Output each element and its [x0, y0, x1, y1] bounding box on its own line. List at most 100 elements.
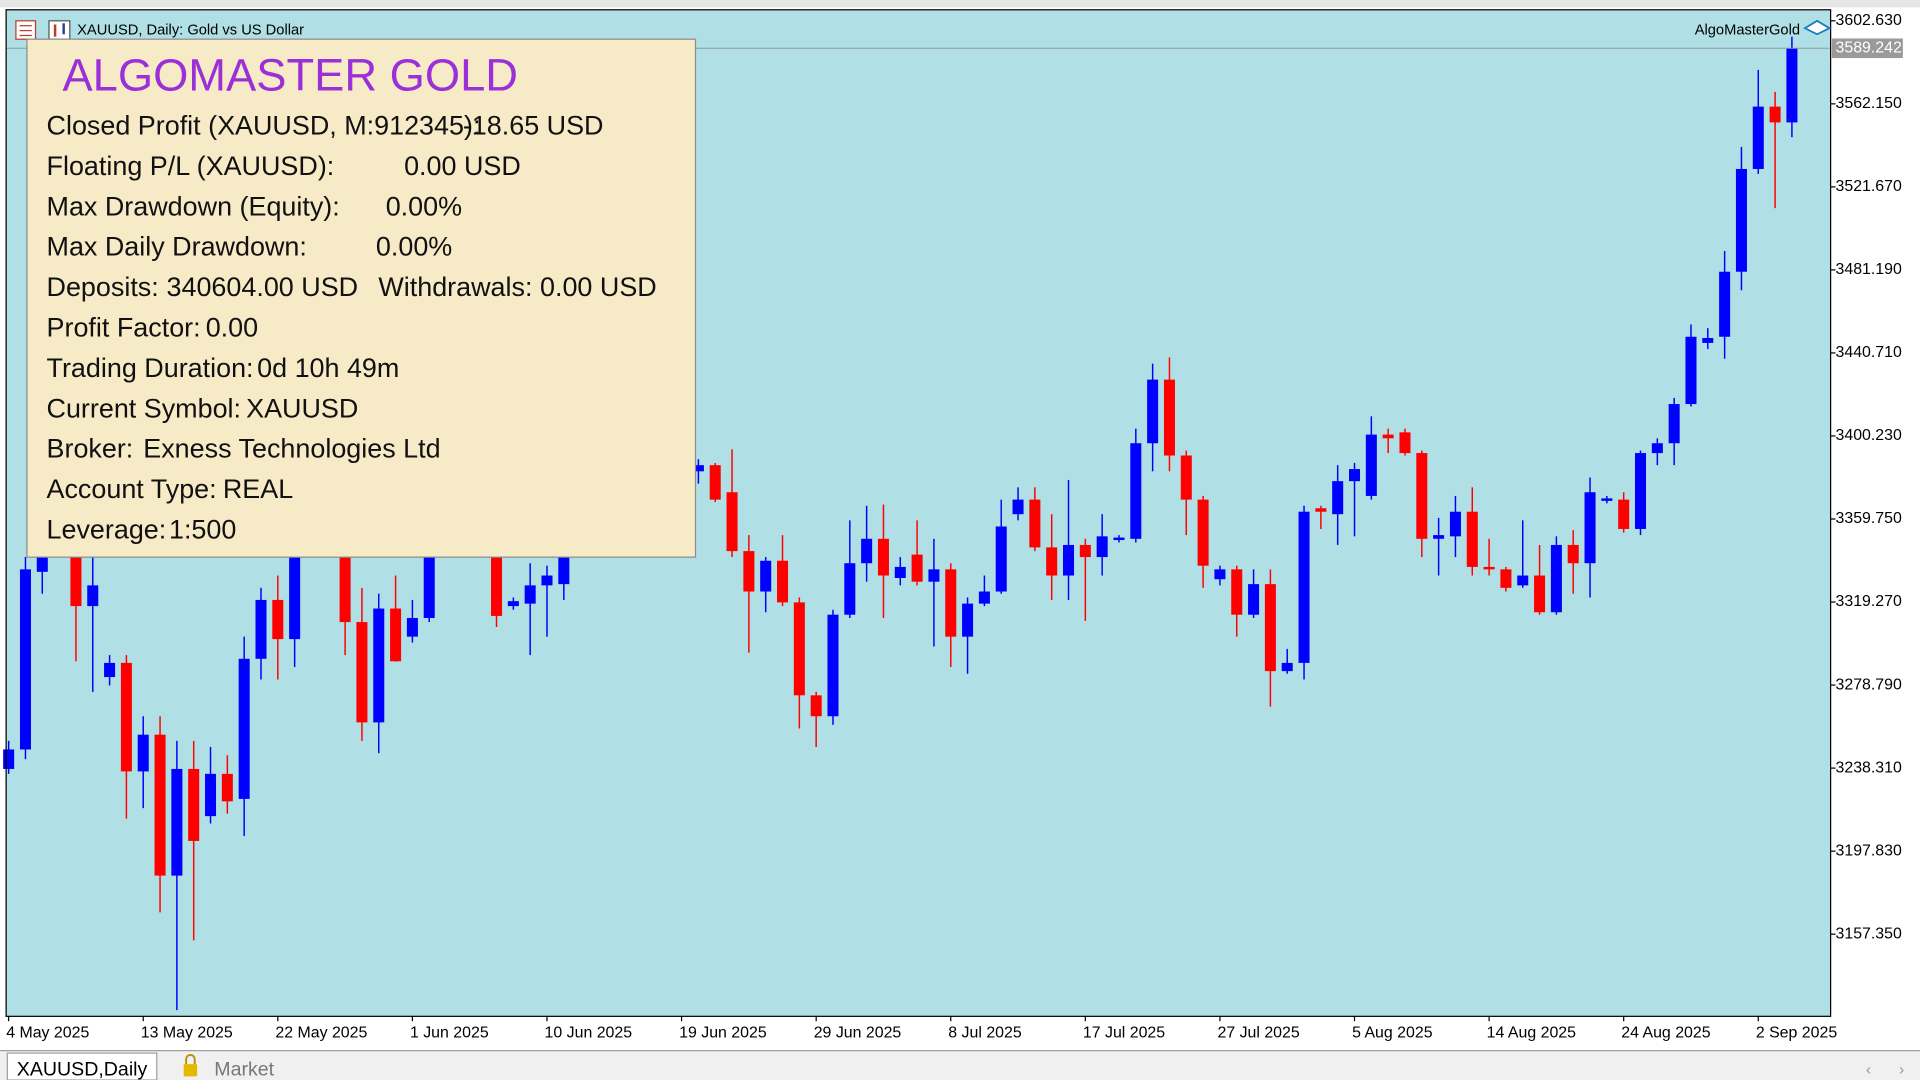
candle-body	[1719, 271, 1731, 337]
candle-body	[1752, 106, 1764, 169]
candle-body	[1433, 535, 1445, 539]
candle-body	[1534, 575, 1546, 613]
x-tick-label: 27 Jul 2025	[1217, 1025, 1299, 1042]
candle-body	[1264, 584, 1276, 672]
chart-frame	[5, 9, 1832, 1017]
info-panel: ALGOMASTER GOLD Closed Profit (XAUUSD, M…	[26, 38, 697, 558]
candle-body	[524, 585, 536, 604]
active-tab[interactable]	[6, 1052, 158, 1080]
ea-hat	[1802, 19, 1832, 36]
candle-body	[373, 608, 385, 723]
tab-label[interactable]: Market	[214, 1058, 274, 1080]
panel-text: Deposits:	[47, 272, 159, 302]
panel-text: Exness Technologies Ltd	[143, 434, 440, 464]
y-tick-label: 3197.830	[1836, 842, 1902, 859]
candle-body	[1012, 499, 1024, 515]
panel-text: Withdrawals:	[378, 272, 532, 302]
candle-body	[692, 465, 704, 472]
y-tick-label: 3238.310	[1836, 759, 1902, 776]
candle-body	[1567, 544, 1579, 564]
price-label: 3589.242	[1836, 39, 1902, 56]
candle-body	[793, 602, 805, 696]
candle-body	[844, 563, 856, 615]
candle-body	[945, 569, 957, 637]
candle-body	[137, 734, 149, 772]
candle-body	[1231, 569, 1243, 615]
panel-text: 0.00%	[376, 232, 452, 262]
ea-icon[interactable]	[1802, 19, 1832, 36]
y-tick-label: 3602.630	[1836, 12, 1902, 29]
candle-body	[339, 532, 351, 623]
candle-body	[406, 617, 418, 637]
candle-body	[70, 526, 82, 607]
candle-body	[541, 575, 553, 586]
y-tick-label: 3521.670	[1836, 178, 1902, 195]
x-tick-label: 13 May 2025	[141, 1025, 233, 1042]
candle-body	[205, 773, 217, 817]
candle-body	[154, 734, 166, 876]
x-tick-label: 4 May 2025	[6, 1025, 89, 1042]
scroll-right[interactable]: ›	[1899, 1061, 1904, 1078]
x-tick-label: 22 May 2025	[275, 1025, 367, 1042]
candle-body	[188, 768, 200, 841]
candle-body	[1163, 379, 1175, 456]
candle-body	[911, 554, 923, 582]
panel-bg	[26, 38, 697, 558]
candle-body	[894, 566, 906, 578]
candle-body	[810, 695, 822, 717]
candle-body	[171, 768, 183, 876]
panel-text: 0.00 USD	[404, 151, 521, 181]
price-label-bg	[1831, 38, 1903, 59]
panel-text: Broker:	[47, 434, 134, 464]
candle-body	[1214, 569, 1226, 580]
candle-body	[1315, 508, 1327, 512]
candle-body	[272, 599, 284, 640]
candle-body	[1500, 569, 1512, 588]
panel-text: Max Drawdown (Equity):	[47, 191, 340, 221]
chart-icon[interactable]	[48, 20, 71, 40]
candle-body	[423, 532, 435, 618]
x-tick-label: 1 Jun 2025	[410, 1025, 489, 1042]
candle-body	[238, 658, 250, 799]
candle-body	[861, 538, 873, 564]
candle-body	[1685, 336, 1697, 405]
x-tick-label: 8 Jul 2025	[948, 1025, 1022, 1042]
candle-body	[743, 551, 755, 592]
chart-title: XAUUSD, Daily: Gold vs US Dollar	[77, 22, 304, 38]
candle-body	[558, 544, 570, 585]
panel-text: Leverage:	[47, 515, 167, 545]
panel-text: Trading Duration:	[47, 353, 254, 383]
candle-body	[1550, 544, 1562, 613]
candle-body	[1769, 106, 1781, 123]
candle-body	[87, 585, 99, 607]
candle-body	[104, 662, 116, 678]
candle-body	[1382, 434, 1394, 439]
panel-text: Account Type:	[47, 474, 217, 504]
panel-text: Current Symbol:	[47, 393, 242, 423]
candle-body	[978, 591, 990, 604]
panel-text: REAL	[223, 474, 293, 504]
candle-body	[390, 608, 402, 662]
candle-body	[1096, 536, 1108, 558]
top-strip	[0, 0, 1920, 8]
candle-body	[877, 538, 889, 576]
y-tick-label: 3157.350	[1836, 925, 1902, 942]
scroll-left[interactable]: ‹	[1866, 1061, 1871, 1078]
candle-body	[726, 492, 738, 552]
x-tick-label: 5 Aug 2025	[1352, 1025, 1433, 1042]
panel-text: 0.00%	[386, 191, 462, 221]
panel-text: XAUUSD	[246, 393, 358, 423]
candle-body	[1180, 455, 1192, 500]
candle-body	[1079, 544, 1091, 558]
candle-body	[1298, 511, 1310, 663]
y-tick-label: 3278.790	[1836, 676, 1902, 693]
candle-body	[1281, 662, 1293, 672]
tab-label[interactable]: XAUUSD,Daily	[17, 1058, 148, 1080]
panel-text: 340604.00 USD	[167, 272, 359, 302]
candle-body	[1786, 48, 1798, 123]
candle-body	[1197, 499, 1209, 566]
candle-body	[1332, 481, 1344, 515]
candle-body	[1735, 168, 1747, 272]
x-tick-label: 17 Jul 2025	[1083, 1025, 1165, 1042]
